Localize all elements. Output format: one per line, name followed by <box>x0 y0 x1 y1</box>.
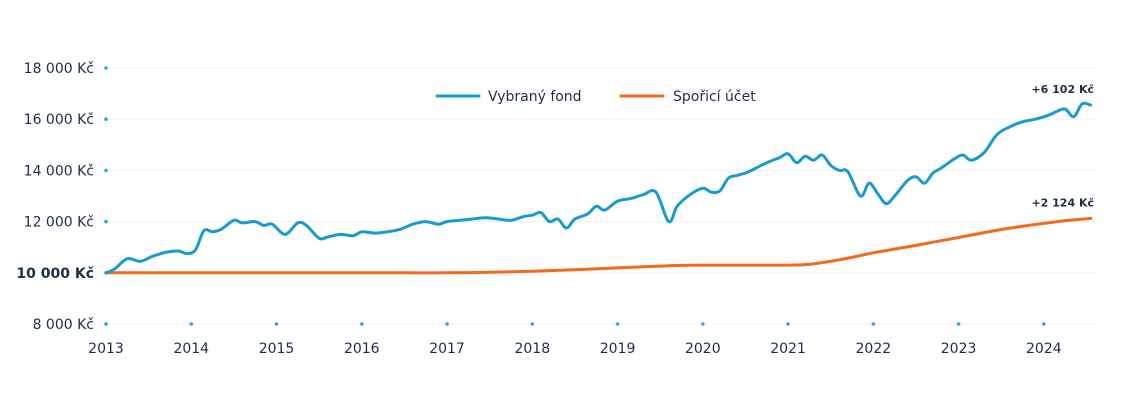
x-tick-label: 2020 <box>685 341 721 357</box>
x-tick-label: 2018 <box>514 341 550 357</box>
y-tick-label: 18 000 Kč <box>24 61 94 77</box>
x-tick-dot <box>445 322 449 326</box>
x-tick-label: 2014 <box>173 341 209 357</box>
x-tick-label: 2017 <box>429 341 465 357</box>
y-tick-dot <box>104 219 108 224</box>
x-axis: 2013 2014 2015 2016 2017 2018 2019 2020 2021 2022… <box>88 322 1062 357</box>
x-tick-dot <box>1042 322 1046 326</box>
x-tick-label: 2022 <box>856 341 892 357</box>
x-tick-label: 2016 <box>344 341 380 357</box>
y-tick-dot <box>104 168 108 173</box>
x-tick-dot <box>274 322 279 326</box>
x-tick-label: 2019 <box>600 341 636 357</box>
series-line-fund <box>104 101 1093 275</box>
series-lines <box>104 101 1093 275</box>
y-tick-label: 14 000 Kč <box>24 163 94 179</box>
x-tick-dot <box>189 322 194 326</box>
legend-item-fund-label: Vybraný fond <box>488 89 582 105</box>
end-label-fund: +6 102 Kč <box>1031 83 1094 96</box>
x-tick-dot <box>871 322 876 326</box>
y-tick-label: 8 000 Kč <box>33 317 94 333</box>
x-tick-dot <box>956 322 961 326</box>
legend: Vybraný fond Spořicí účet <box>435 89 756 105</box>
x-tick-dot <box>359 322 364 326</box>
x-tick-dot <box>530 322 535 326</box>
y-tick-label: 12 000 Kč <box>24 215 94 231</box>
x-tick-label: 2021 <box>770 341 806 357</box>
legend-item-savings-label: Spořicí účet <box>673 89 756 105</box>
x-tick-dot <box>104 322 108 326</box>
end-labels: +2 124 Kč +6 102 Kč <box>1031 83 1094 209</box>
series-line-savings <box>104 216 1093 275</box>
grid-lines <box>106 67 1095 325</box>
y-tick-label: 16 000 Kč <box>24 112 94 128</box>
end-label-savings: +2 124 Kč <box>1031 196 1094 209</box>
y-tick-dot <box>104 117 108 121</box>
x-tick-dot <box>786 322 790 326</box>
x-tick-label: 2013 <box>88 341 124 357</box>
x-tick-dot <box>615 322 620 326</box>
y-tick-label: 10 000 Kč <box>16 266 94 282</box>
x-tick-dot <box>701 322 705 326</box>
x-tick-label: 2023 <box>941 341 977 357</box>
y-tick-dot <box>104 66 108 70</box>
x-tick-label: 2024 <box>1026 341 1062 357</box>
y-axis: 8 000 Kč 10 000 Kč 12 000 Kč 14 000 Kč 16 00… <box>16 61 108 333</box>
x-tick-label: 2015 <box>259 341 295 357</box>
